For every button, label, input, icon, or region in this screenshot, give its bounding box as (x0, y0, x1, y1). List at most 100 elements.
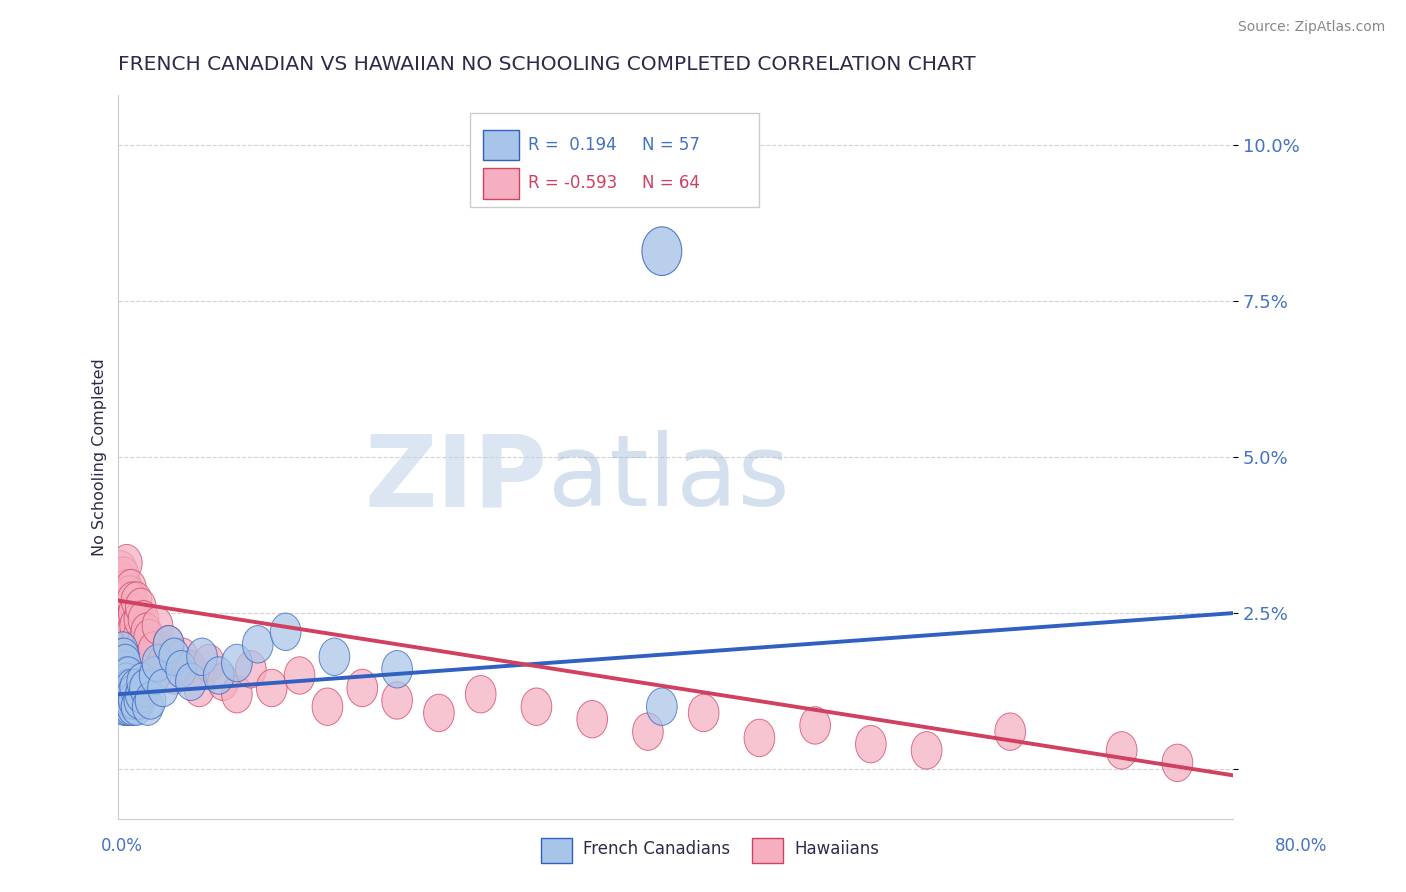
Ellipse shape (134, 619, 165, 657)
Ellipse shape (115, 681, 146, 719)
Ellipse shape (105, 550, 136, 588)
Ellipse shape (105, 650, 136, 688)
Ellipse shape (142, 607, 173, 644)
Ellipse shape (167, 638, 198, 675)
Text: Hawaiians: Hawaiians (794, 840, 879, 858)
Ellipse shape (208, 663, 238, 700)
Ellipse shape (647, 688, 678, 725)
Ellipse shape (382, 681, 412, 719)
Ellipse shape (111, 569, 142, 607)
Ellipse shape (110, 681, 141, 719)
Ellipse shape (104, 644, 135, 681)
Ellipse shape (522, 688, 551, 725)
Ellipse shape (382, 650, 412, 688)
Ellipse shape (118, 681, 149, 719)
FancyBboxPatch shape (482, 130, 519, 161)
Ellipse shape (125, 675, 156, 713)
Ellipse shape (132, 688, 163, 725)
Ellipse shape (114, 607, 145, 644)
Ellipse shape (256, 669, 287, 706)
Text: Source: ZipAtlas.com: Source: ZipAtlas.com (1237, 20, 1385, 34)
Ellipse shape (108, 582, 139, 619)
Ellipse shape (115, 669, 146, 706)
Ellipse shape (107, 669, 138, 706)
Ellipse shape (112, 619, 143, 657)
Ellipse shape (159, 638, 190, 675)
Ellipse shape (222, 644, 252, 681)
Y-axis label: No Schooling Completed: No Schooling Completed (93, 359, 107, 556)
Ellipse shape (111, 688, 142, 725)
Text: N = 64: N = 64 (643, 175, 700, 193)
Ellipse shape (114, 675, 145, 713)
Ellipse shape (576, 700, 607, 738)
Ellipse shape (117, 582, 148, 619)
Ellipse shape (633, 713, 664, 750)
Ellipse shape (105, 613, 136, 650)
Ellipse shape (112, 657, 143, 694)
Ellipse shape (128, 600, 159, 638)
Ellipse shape (112, 588, 143, 625)
Ellipse shape (114, 575, 145, 613)
Ellipse shape (159, 657, 190, 694)
Ellipse shape (108, 688, 139, 725)
Text: R = -0.593: R = -0.593 (527, 175, 617, 193)
Ellipse shape (115, 600, 146, 638)
Ellipse shape (108, 663, 139, 700)
Ellipse shape (176, 650, 207, 688)
Ellipse shape (1107, 731, 1137, 769)
Ellipse shape (284, 657, 315, 694)
FancyBboxPatch shape (470, 113, 759, 207)
Ellipse shape (108, 650, 139, 688)
Ellipse shape (139, 657, 170, 694)
Text: French Canadians: French Canadians (583, 840, 731, 858)
Ellipse shape (107, 632, 138, 669)
Ellipse shape (131, 613, 162, 650)
Ellipse shape (107, 594, 138, 632)
Ellipse shape (105, 638, 136, 675)
Ellipse shape (107, 644, 138, 681)
Ellipse shape (124, 681, 155, 719)
Ellipse shape (120, 607, 150, 644)
Text: ZIP: ZIP (364, 430, 547, 527)
Ellipse shape (105, 663, 136, 700)
Ellipse shape (108, 638, 139, 675)
Ellipse shape (643, 227, 682, 276)
Ellipse shape (194, 644, 225, 681)
Ellipse shape (242, 625, 273, 663)
Ellipse shape (235, 650, 266, 688)
Ellipse shape (110, 613, 141, 650)
Text: atlas: atlas (547, 430, 789, 527)
Text: FRENCH CANADIAN VS HAWAIIAN NO SCHOOLING COMPLETED CORRELATION CHART: FRENCH CANADIAN VS HAWAIIAN NO SCHOOLING… (118, 55, 976, 74)
Ellipse shape (125, 588, 156, 625)
Ellipse shape (108, 607, 139, 644)
Ellipse shape (135, 681, 166, 719)
Ellipse shape (115, 569, 146, 607)
Ellipse shape (127, 663, 157, 700)
Ellipse shape (107, 563, 138, 600)
Ellipse shape (204, 657, 233, 694)
Text: R =  0.194: R = 0.194 (527, 136, 616, 154)
Ellipse shape (117, 688, 148, 725)
Ellipse shape (121, 582, 152, 619)
Ellipse shape (122, 619, 153, 657)
Ellipse shape (153, 625, 184, 663)
Ellipse shape (114, 688, 145, 725)
Ellipse shape (111, 663, 142, 700)
Ellipse shape (148, 644, 179, 681)
Ellipse shape (108, 675, 139, 713)
Ellipse shape (312, 688, 343, 725)
Ellipse shape (465, 675, 496, 713)
Ellipse shape (176, 663, 207, 700)
Ellipse shape (104, 594, 135, 632)
Ellipse shape (107, 657, 138, 694)
Ellipse shape (347, 669, 378, 706)
Ellipse shape (117, 613, 148, 650)
Ellipse shape (110, 575, 141, 613)
Ellipse shape (104, 669, 135, 706)
Ellipse shape (108, 557, 139, 594)
Ellipse shape (111, 675, 142, 713)
Ellipse shape (111, 544, 142, 582)
Ellipse shape (138, 632, 169, 669)
Text: 0.0%: 0.0% (101, 837, 143, 855)
Ellipse shape (744, 719, 775, 756)
